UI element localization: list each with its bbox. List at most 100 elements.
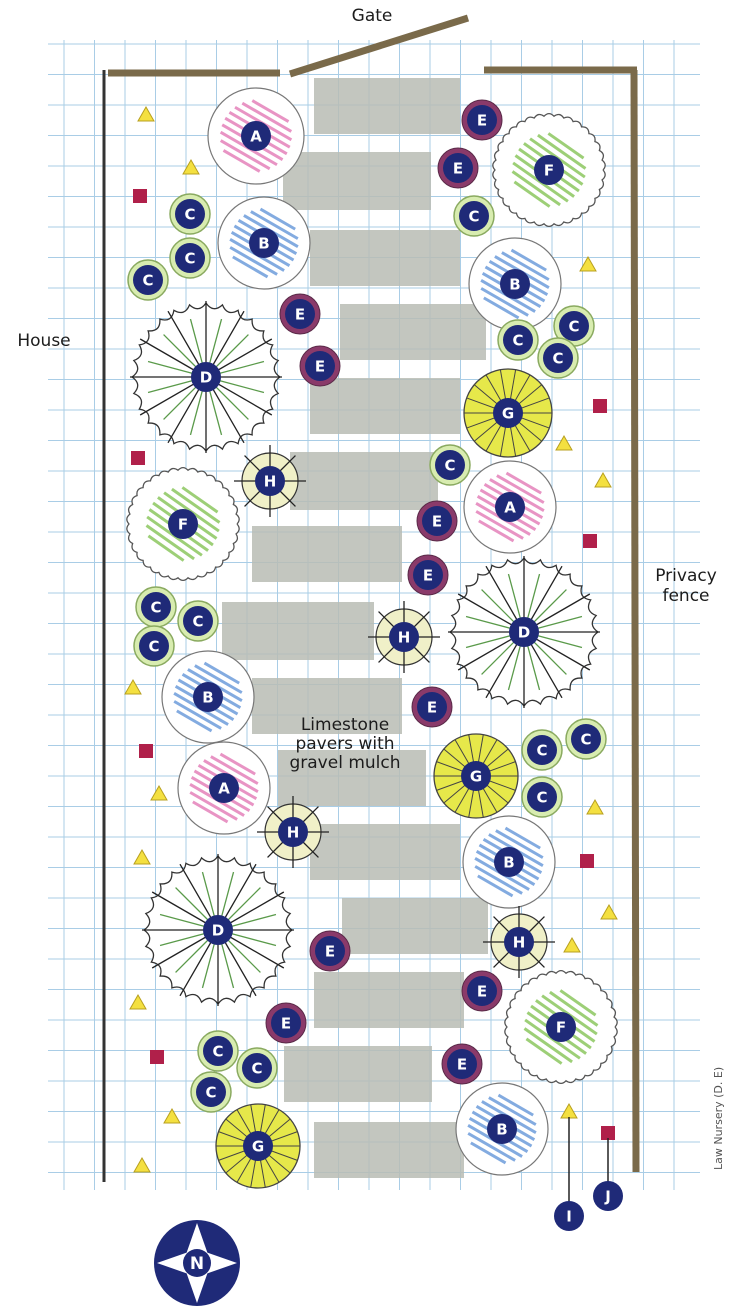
compass-letter: N: [190, 1254, 204, 1274]
plant-code: E: [295, 306, 305, 324]
plant-a: A: [463, 460, 557, 554]
plant-marker: [447, 1049, 477, 1079]
boundaries: [102, 14, 640, 1182]
house-label: House: [17, 331, 71, 351]
plant-marker: [443, 153, 473, 183]
plant-code: C: [184, 206, 195, 224]
plant-f: F: [492, 112, 606, 228]
plant-code: A: [504, 499, 516, 517]
triangle-marker: [150, 784, 168, 801]
square-marker: [580, 854, 594, 868]
plant-e: E: [416, 500, 458, 542]
plant-marker: [503, 325, 533, 355]
plant-marker: [527, 735, 557, 765]
plant-e: E: [407, 554, 449, 596]
paver: [310, 824, 460, 880]
plant-b: B: [455, 1082, 549, 1176]
plant-marker: [133, 265, 163, 295]
gate-label: Gate: [351, 6, 393, 26]
plant-code: G: [502, 405, 514, 423]
plant-marker: [203, 915, 233, 945]
plant-h: H: [368, 601, 440, 673]
plant-marker: [389, 622, 419, 652]
plant-marker: [509, 617, 539, 647]
plant-marker: [141, 592, 171, 622]
photo-credit: Law Nursery (D. E): [712, 1066, 725, 1170]
compass-rose: N: [154, 1220, 240, 1306]
plant-code: F: [544, 162, 554, 180]
plant-marker: [243, 1131, 273, 1161]
plant-code: F: [178, 516, 188, 534]
paver: [284, 1046, 432, 1102]
plant-marker: [242, 1053, 272, 1083]
plant-c: C: [190, 1071, 232, 1113]
plant-marker: [534, 155, 564, 185]
plant-code: H: [398, 629, 411, 647]
paver: [252, 678, 402, 734]
plant-code: B: [258, 235, 269, 253]
plant-code: B: [503, 854, 514, 872]
plant-code: C: [212, 1043, 223, 1061]
plant-marker: [191, 362, 221, 392]
plant-c: C: [521, 776, 563, 818]
paver: [314, 972, 464, 1028]
plant-marker: [493, 398, 523, 428]
plant-code: C: [142, 272, 153, 290]
plant-code: E: [423, 567, 433, 585]
legend-marker-code: J: [604, 1188, 611, 1206]
plant-e: E: [299, 345, 341, 387]
plant-code: E: [432, 513, 442, 531]
plant-h: H: [234, 445, 306, 517]
plant-code: E: [315, 358, 325, 376]
plant-code: A: [218, 780, 230, 798]
plant-code: C: [512, 332, 523, 350]
plant-c: C: [553, 305, 595, 347]
plant-marker: [500, 269, 530, 299]
plant-code: G: [470, 768, 482, 786]
plant-marker: [196, 1077, 226, 1107]
paver: [222, 602, 374, 660]
paver: [283, 152, 431, 210]
plant-b: B: [468, 237, 562, 331]
legend-marker-code: I: [566, 1208, 572, 1226]
plant-marker: [175, 243, 205, 273]
plant-marker: [546, 1012, 576, 1042]
plant-e: E: [461, 970, 503, 1012]
plant-marker: [422, 506, 452, 536]
plant-marker: [278, 817, 308, 847]
plant-d: D: [142, 854, 294, 1006]
plant-marker: [305, 351, 335, 381]
plant-d: D: [448, 556, 600, 708]
plant-marker: [417, 692, 447, 722]
pavers: [222, 78, 488, 1178]
paver: [278, 750, 426, 806]
plant-a: A: [207, 87, 305, 185]
small-markers: [124, 105, 618, 1173]
plant-code: E: [477, 112, 487, 130]
privacy-fence-line-1: Privacy: [655, 566, 717, 586]
square-marker: [131, 451, 145, 465]
plant-code: B: [509, 276, 520, 294]
plant-c: C: [565, 718, 607, 760]
plant-h: H: [257, 796, 329, 868]
privacy-fence-line-2: fence: [662, 586, 710, 606]
plant-b: B: [161, 650, 255, 744]
square-marker: [593, 399, 607, 413]
paver: [252, 526, 402, 582]
plant-code: C: [251, 1060, 262, 1078]
plant-marker: [571, 724, 601, 754]
plant-c: C: [169, 193, 211, 235]
gate: [288, 14, 470, 78]
plant-code: C: [150, 599, 161, 617]
plant-code: C: [468, 208, 479, 226]
plant-marker: [559, 311, 589, 341]
plant-code: C: [552, 350, 563, 368]
legend-marker-circle: [593, 1181, 623, 1211]
plant-c: C: [197, 1030, 239, 1072]
paver: [314, 78, 460, 134]
plant-e: E: [441, 1043, 483, 1085]
paver: [310, 230, 460, 286]
plant-code: B: [496, 1121, 507, 1139]
plant-c: C: [453, 195, 495, 237]
